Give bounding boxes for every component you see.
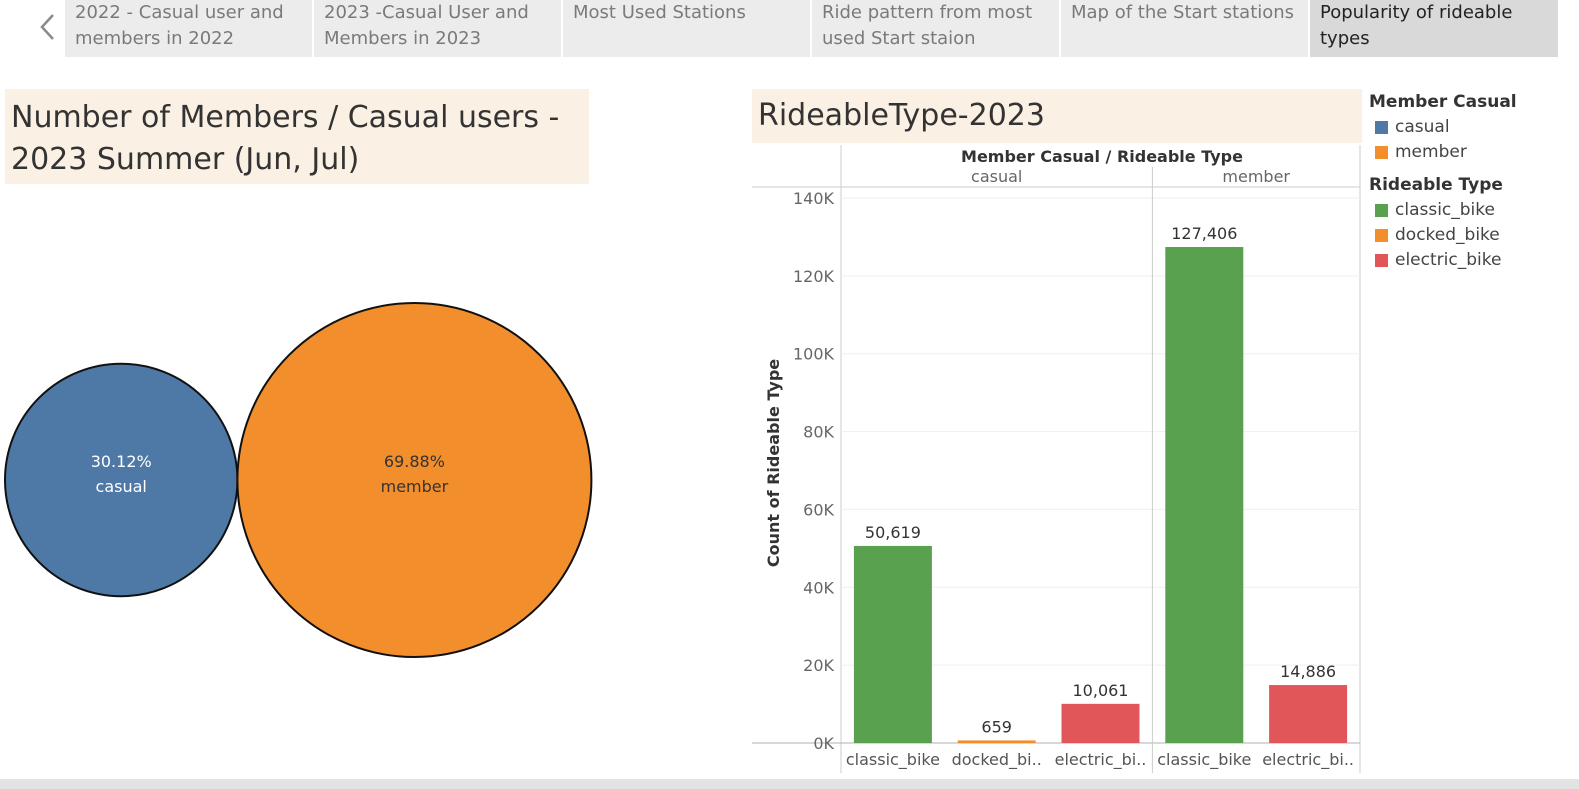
legend-label: docked_bike: [1395, 225, 1500, 245]
tab-rideable-popularity[interactable]: Popularity of rideable types: [1310, 0, 1558, 57]
tab-label-line1: Ride pattern from most: [822, 2, 1033, 23]
tab-label-line1: Popularity of rideable: [1320, 2, 1513, 23]
legend-swatch: [1375, 254, 1388, 267]
members-casual-title: Number of Members / Casual users - 2023 …: [5, 89, 589, 184]
legend-label: electric_bike: [1395, 250, 1502, 270]
bubble-percent-label: 69.88%: [384, 452, 445, 471]
bar-member-classic_bike: [1165, 247, 1244, 743]
legend-swatch: [1375, 146, 1388, 159]
group-label-casual: casual: [971, 167, 1022, 186]
story-navigator: 2022 - Casual user and members in 2022 2…: [0, 0, 1579, 58]
members-casual-bubble-chart: 30.12% casual 69.88% member: [4, 302, 593, 658]
bar-value-label: 14,886: [1280, 662, 1336, 681]
legend-member-casual-title: Member Casual: [1369, 92, 1517, 112]
tab-label-line1: Most Used Stations: [573, 2, 746, 23]
legend-item-member[interactable]: member: [1369, 140, 1517, 165]
group-label-member: member: [1222, 167, 1290, 186]
legend-item-casual[interactable]: casual: [1369, 115, 1517, 140]
bubble-name-label: member: [381, 477, 449, 496]
rideable-type-title: RideableType-2023: [752, 89, 1362, 143]
tab-label-line1: 2022 - Casual user and: [75, 2, 284, 23]
x-tick-label: electric_bi..: [1055, 750, 1147, 770]
title-text: RideableType-2023: [758, 98, 1045, 133]
tab-label-line2: Members in 2023: [324, 28, 482, 49]
bar-casual-docked_bike: [957, 740, 1036, 743]
tab-map-start-stations[interactable]: Map of the Start stations: [1061, 0, 1308, 57]
tab-label-line2: types: [1320, 28, 1370, 49]
bubble-percent-label: 30.12%: [91, 452, 152, 471]
tab-2022-casual-members[interactable]: 2022 - Casual user and members in 2022: [65, 0, 312, 57]
y-tick-label: 120K: [793, 267, 835, 286]
bubble-name-label: casual: [96, 477, 147, 496]
bar-value-label: 659: [981, 717, 1012, 736]
title-line2: 2023 Summer (Jun, Jul): [11, 142, 360, 177]
horizontal-scrollbar[interactable]: [0, 779, 1579, 789]
legend-swatch: [1375, 229, 1388, 242]
legend-label: member: [1395, 142, 1467, 162]
y-tick-label: 140K: [793, 189, 835, 208]
bar-member-electric_bike: [1269, 685, 1348, 743]
bar-value-label: 10,061: [1073, 681, 1129, 700]
x-tick-label: docked_bi..: [952, 750, 1042, 770]
legend-item-electric-bike[interactable]: electric_bike: [1369, 248, 1517, 273]
tab-2023-casual-members[interactable]: 2023 -Casual User and Members in 2023: [314, 0, 561, 57]
legend-swatch: [1375, 204, 1388, 217]
tab-label-line2: members in 2022: [75, 28, 235, 49]
legend: Member Casual casual member Rideable Typ…: [1369, 90, 1517, 273]
legend-label: casual: [1395, 117, 1450, 137]
chart-header: Member Casual / Rideable Type: [961, 147, 1243, 166]
legend-item-docked-bike[interactable]: docked_bike: [1369, 223, 1517, 248]
bar-value-label: 50,619: [865, 523, 921, 542]
bar-casual-electric_bike: [1061, 703, 1140, 743]
legend-label: classic_bike: [1395, 200, 1495, 220]
y-tick-label: 60K: [803, 500, 834, 519]
y-tick-label: 40K: [803, 578, 834, 597]
rideable-type-bar-chart: Member Casual / Rideable Type 0K 20K 40K 60K…: [752, 145, 1361, 773]
y-tick-label: 100K: [793, 345, 835, 364]
back-arrow-icon[interactable]: [30, 6, 64, 40]
title-line1: Number of Members / Casual users -: [11, 100, 560, 135]
y-axis-title: Count of Rideable Type: [764, 359, 783, 567]
legend-swatch: [1375, 121, 1388, 134]
x-tick-label: electric_bi..: [1262, 750, 1354, 770]
y-tick-label: 0K: [813, 734, 834, 753]
bar-casual-classic_bike: [853, 545, 932, 743]
bar-value-label: 127,406: [1171, 224, 1237, 243]
tab-label-line2: used Start staion: [822, 28, 976, 49]
x-tick-label: classic_bike: [846, 750, 940, 770]
y-tick-label: 20K: [803, 656, 834, 675]
x-tick-label: classic_bike: [1157, 750, 1251, 770]
legend-rideable-type-title: Rideable Type: [1369, 175, 1503, 195]
bubble-member: [236, 302, 593, 658]
tab-label-line1: 2023 -Casual User and: [324, 2, 529, 23]
tab-most-used-stations[interactable]: Most Used Stations: [563, 0, 810, 57]
tab-ride-pattern[interactable]: Ride pattern from most used Start staion: [812, 0, 1059, 57]
y-tick-label: 80K: [803, 423, 834, 442]
tab-label-line1: Map of the Start stations: [1071, 2, 1295, 23]
legend-item-classic-bike[interactable]: classic_bike: [1369, 198, 1517, 223]
